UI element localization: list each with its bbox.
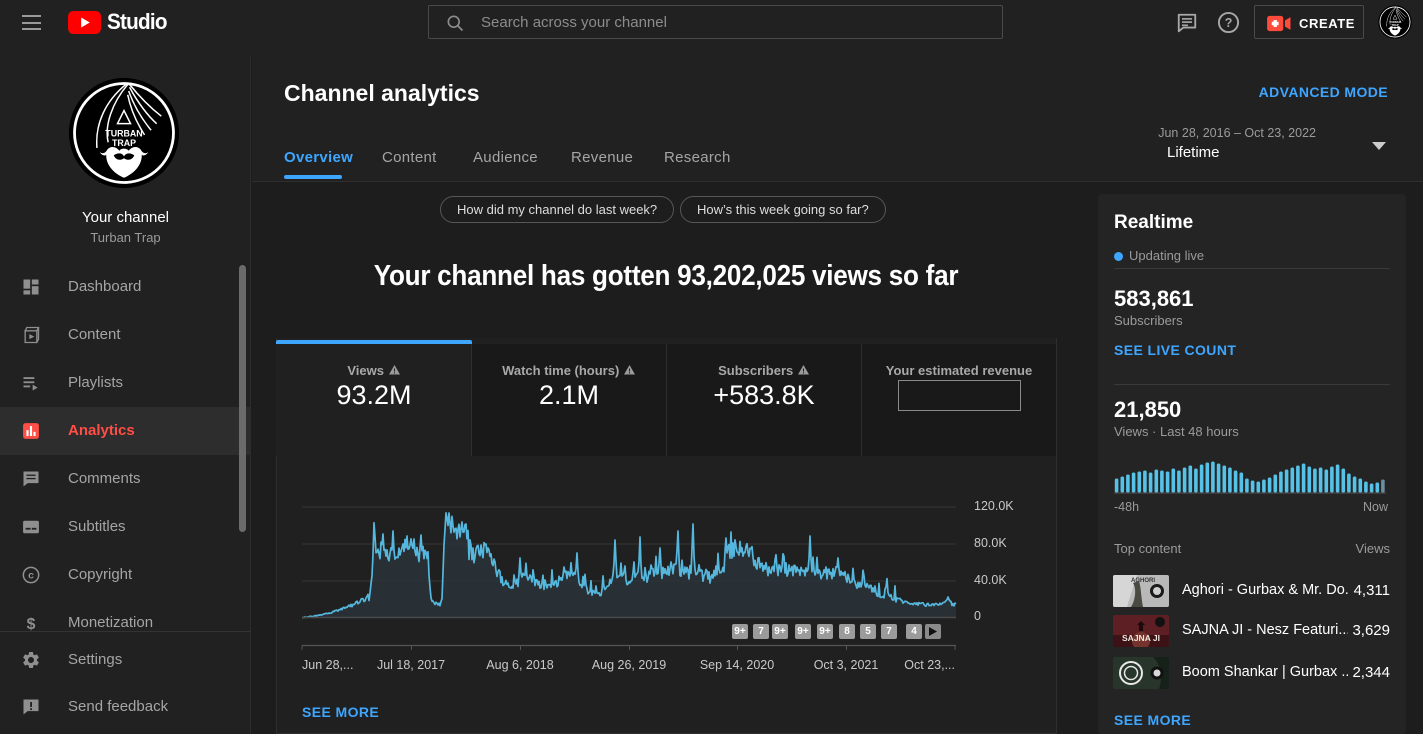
svg-text:$: $ [27, 616, 36, 633]
svg-text:TURBAN: TURBAN [105, 129, 142, 139]
svg-text:c: c [28, 571, 34, 582]
svg-text:AGHORI: AGHORI [1131, 578, 1155, 584]
svg-text:TRAP: TRAP [112, 138, 136, 148]
svg-text:SAJNA JI: SAJNA JI [1122, 633, 1160, 643]
svg-text:?: ? [1225, 16, 1233, 30]
svg-text:TURBAN: TURBAN [1389, 20, 1400, 24]
svg-text:TRAP: TRAP [1391, 23, 1399, 27]
